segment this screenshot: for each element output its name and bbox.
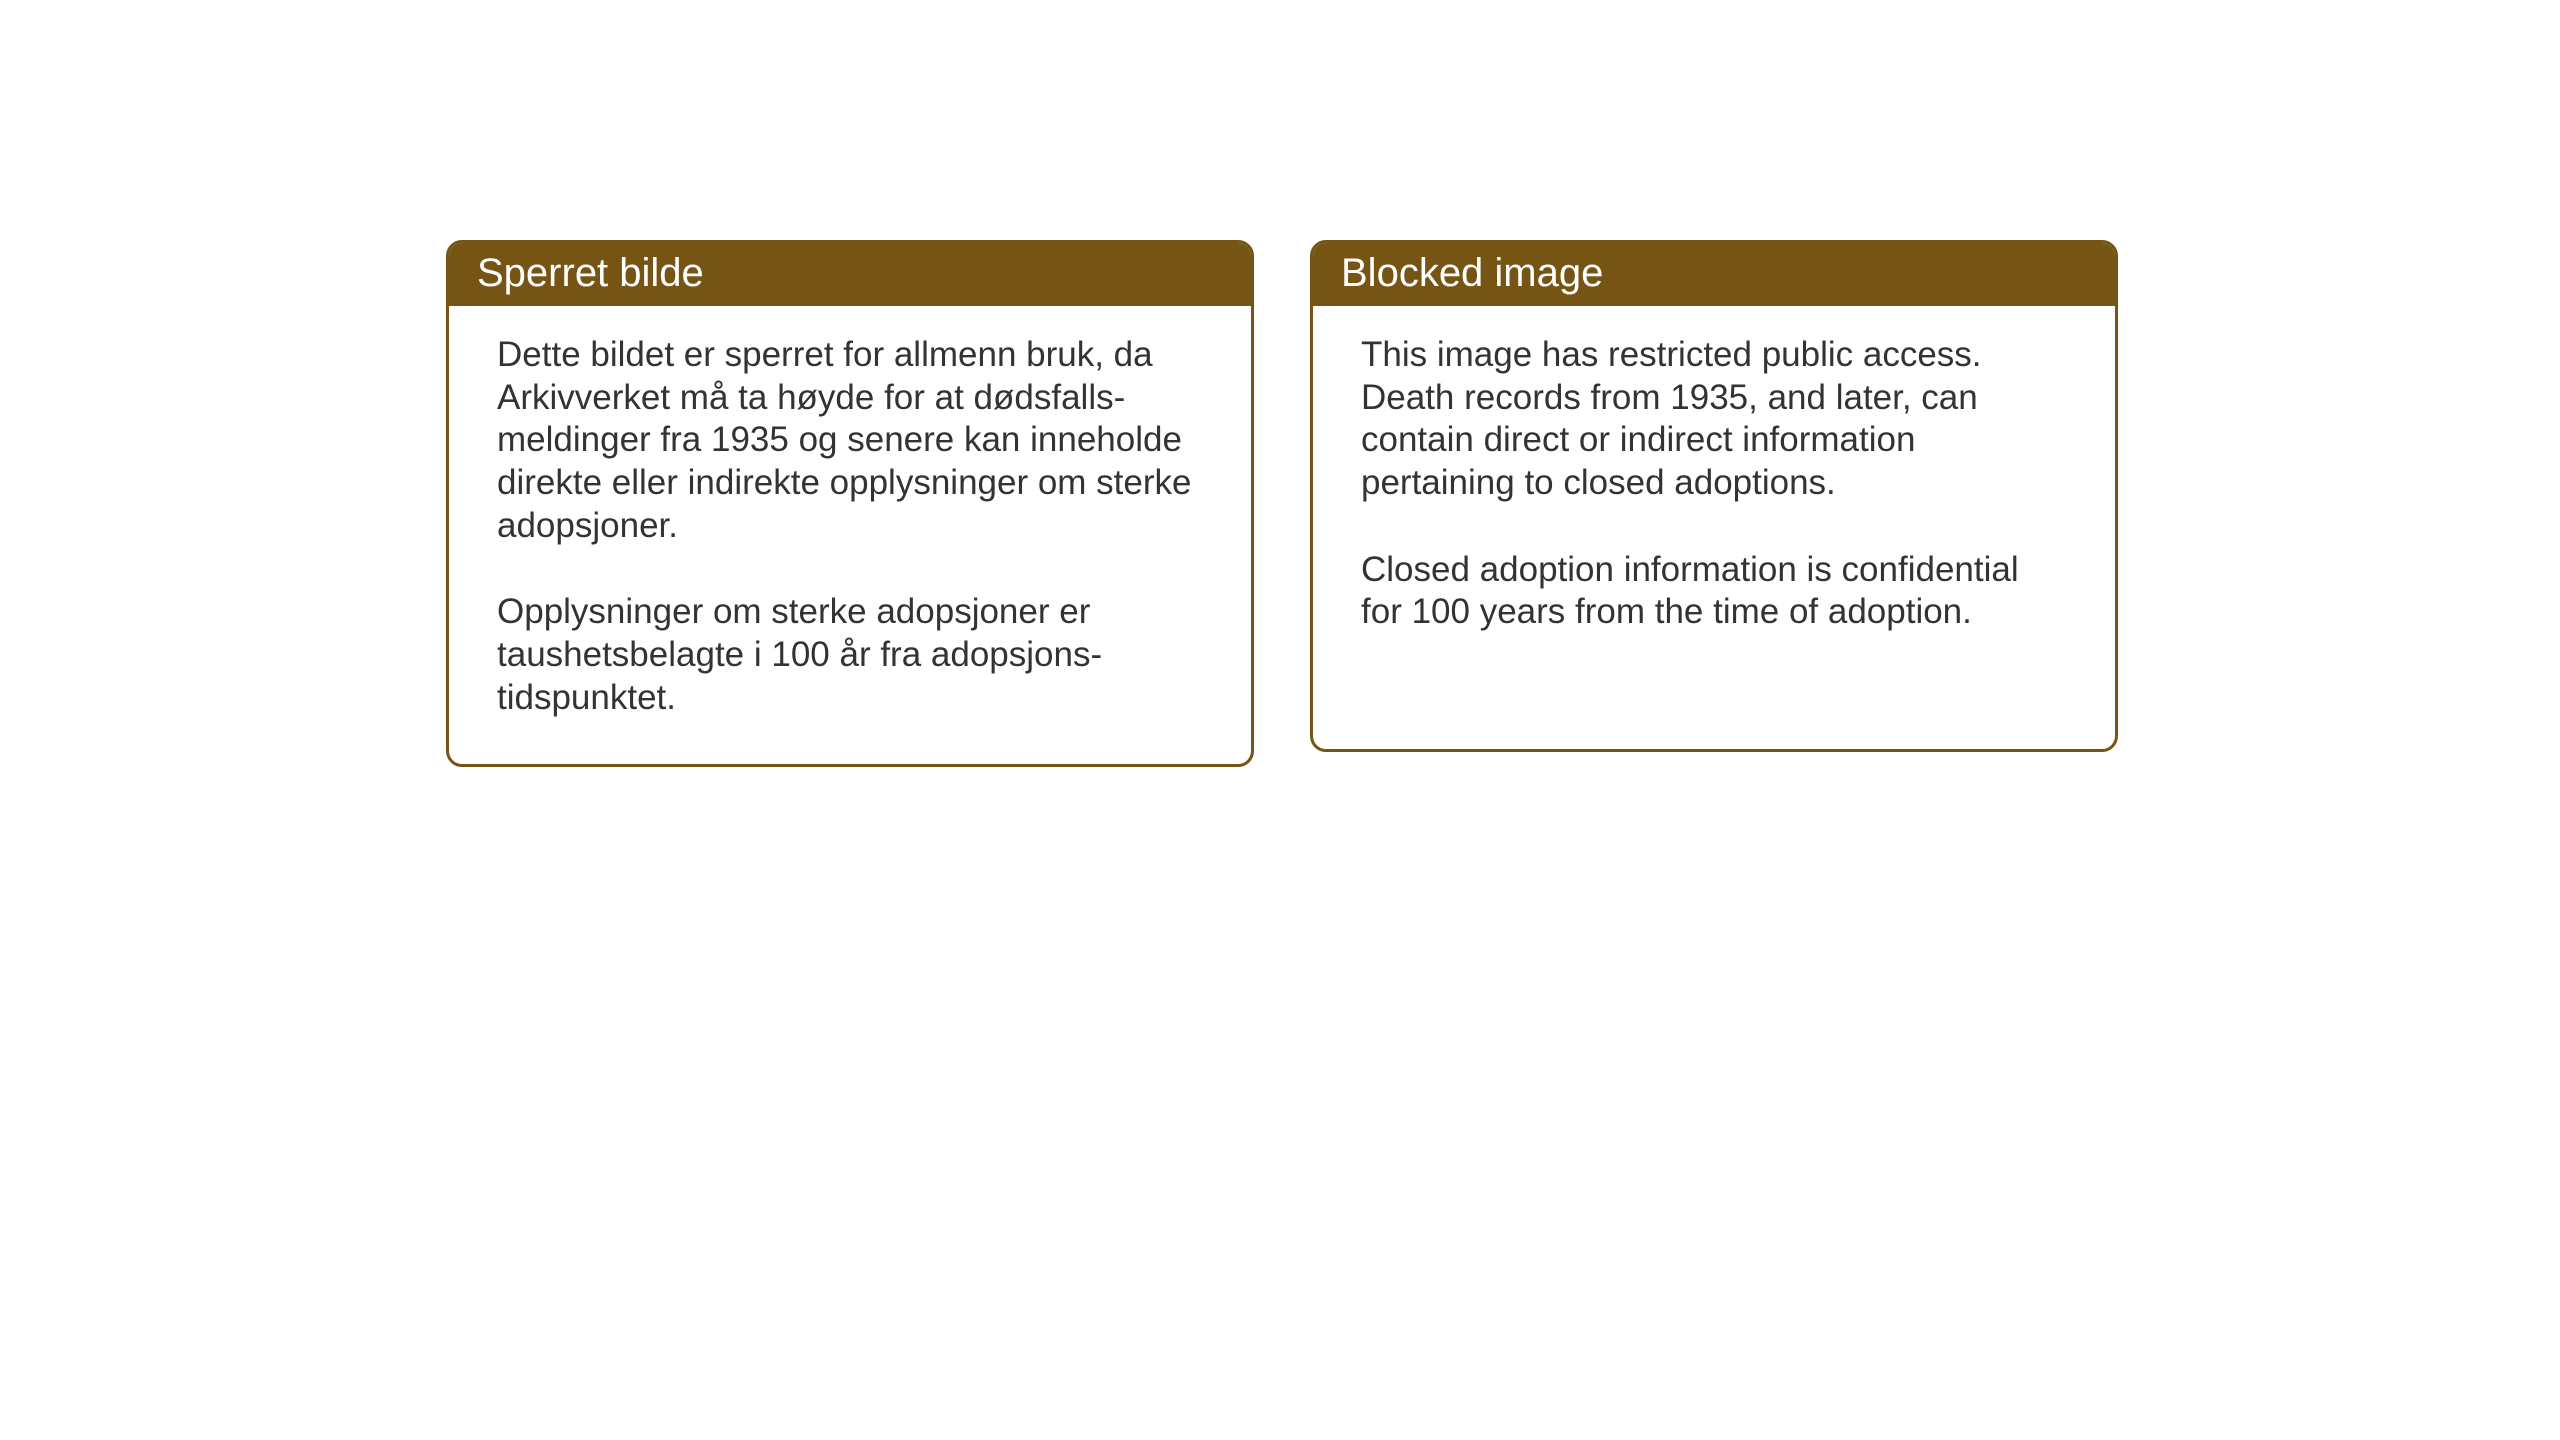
notice-paragraph-1-english: This image has restricted public access.… bbox=[1361, 334, 2067, 505]
notice-paragraph-2-english: Closed adoption information is confident… bbox=[1361, 549, 2067, 634]
notice-paragraph-1-norwegian: Dette bildet er sperret for allmenn bruk… bbox=[497, 334, 1203, 547]
notice-card-english: Blocked image This image has restricted … bbox=[1310, 240, 2118, 752]
notice-body-english: This image has restricted public access.… bbox=[1313, 306, 2115, 678]
notice-card-norwegian: Sperret bilde Dette bildet er sperret fo… bbox=[446, 240, 1254, 767]
notice-container: Sperret bilde Dette bildet er sperret fo… bbox=[446, 240, 2118, 767]
notice-title-english: Blocked image bbox=[1313, 243, 2115, 306]
notice-title-norwegian: Sperret bilde bbox=[449, 243, 1251, 306]
notice-body-norwegian: Dette bildet er sperret for allmenn bruk… bbox=[449, 306, 1251, 764]
notice-paragraph-2-norwegian: Opplysninger om sterke adopsjoner er tau… bbox=[497, 591, 1203, 719]
